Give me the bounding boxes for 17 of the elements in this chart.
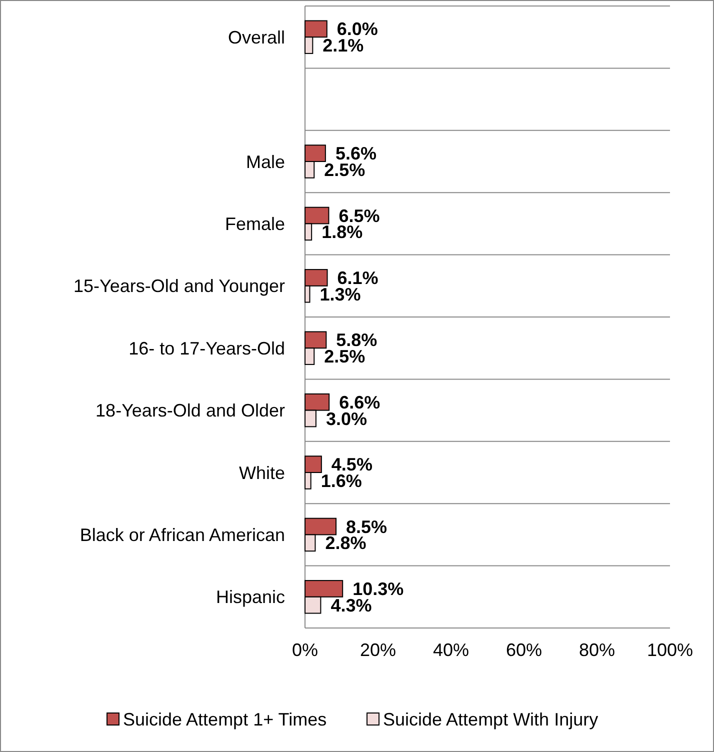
y-tick-label: 18-Years-Old and Older xyxy=(96,400,285,421)
x-tick-label: 20% xyxy=(360,640,396,660)
y-tick-label: 15-Years-Old and Younger xyxy=(74,276,286,296)
y-tick-label: Male xyxy=(246,152,285,172)
x-tick-label: 40% xyxy=(432,640,470,660)
y-tick-label: Black or African American xyxy=(80,525,285,545)
x-tick-label: 0% xyxy=(292,640,318,660)
y-tick-label: Overall xyxy=(228,27,285,48)
y-tick-label: Female xyxy=(224,214,285,234)
legend-label: Suicide Attempt With Injury xyxy=(383,709,598,730)
y-tick-label: Hispanic xyxy=(216,587,285,608)
y-tick-label: White xyxy=(238,462,285,483)
x-tick-label: 60% xyxy=(506,640,542,660)
legend-label: Suicide Attempt 1+ Times xyxy=(123,709,327,730)
y-tick-label: 16- to 17-Years-Old xyxy=(128,338,285,358)
x-tick-label: 80% xyxy=(578,640,616,660)
x-tick-label: 100% xyxy=(646,640,694,660)
